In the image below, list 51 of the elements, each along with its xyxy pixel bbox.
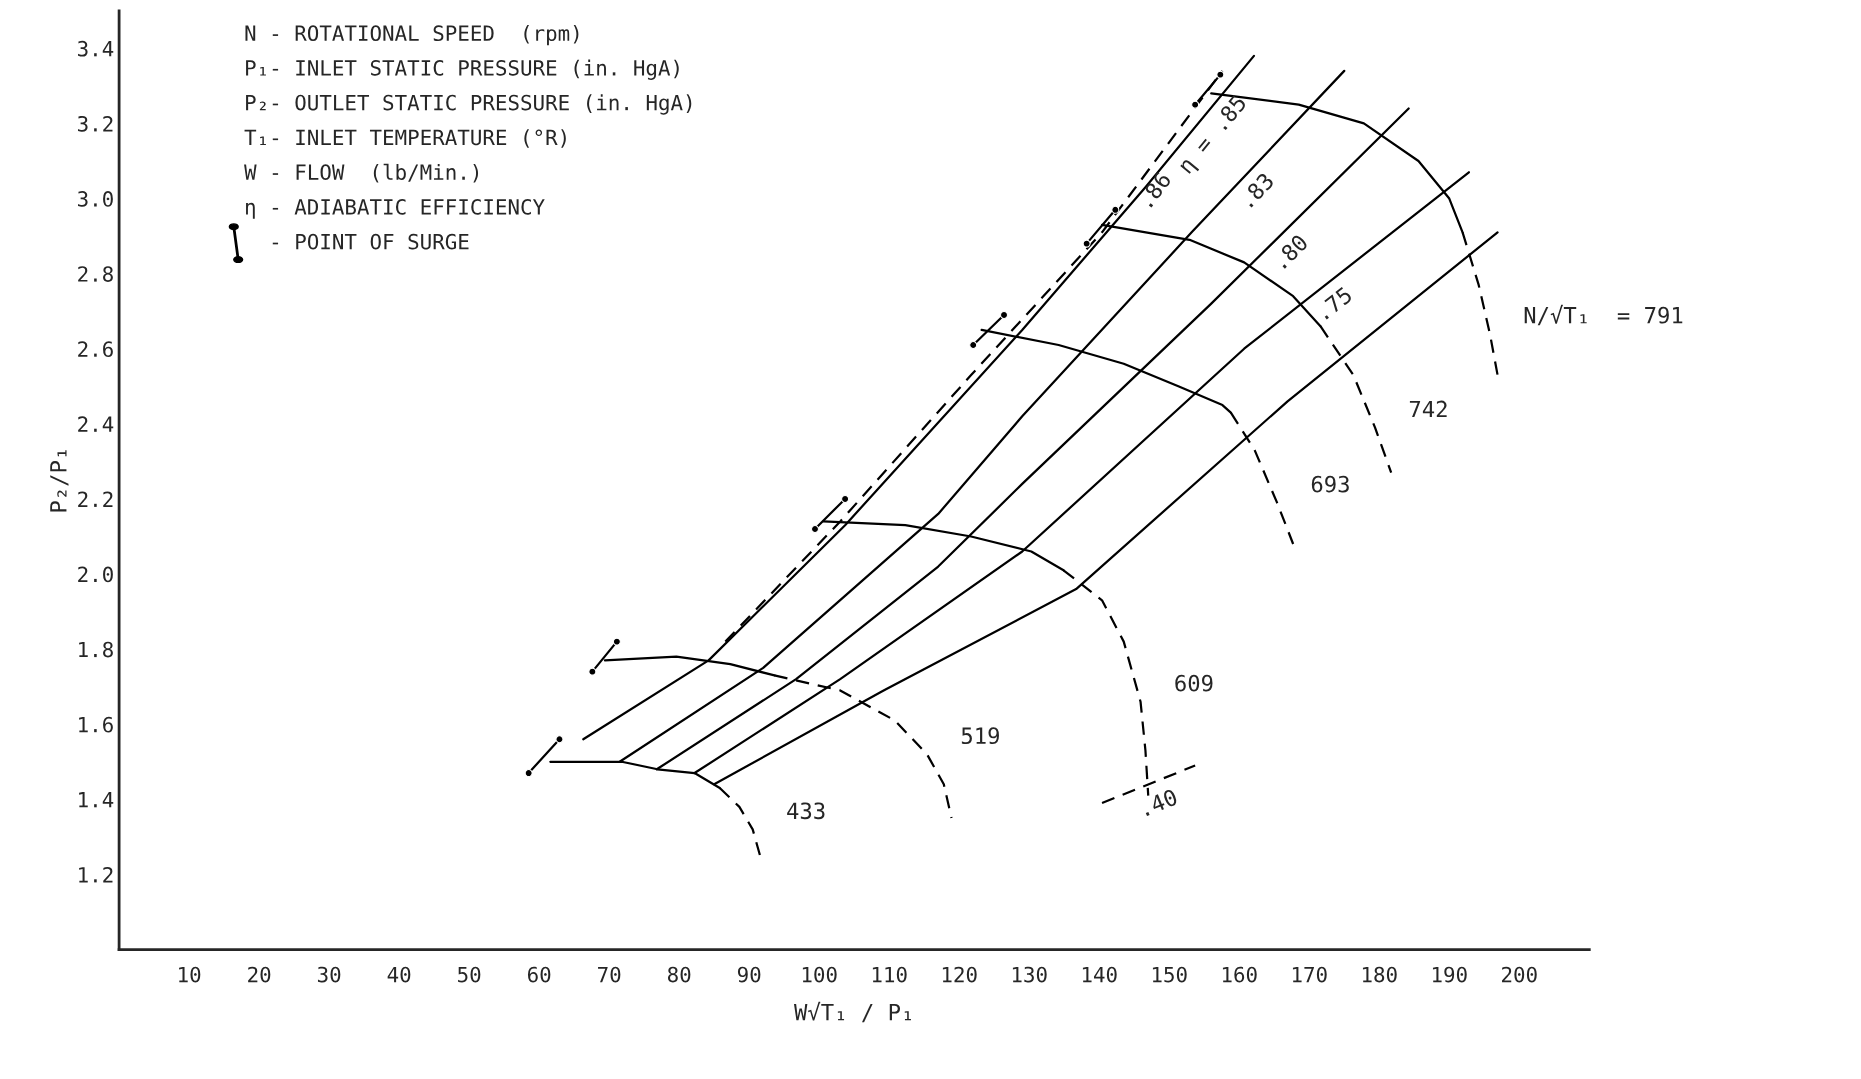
text: .75 [1316, 286, 1353, 320]
x-tick-label: 170 [1292, 966, 1327, 983]
y-axis-title: P₂/P₁ [50, 450, 69, 512]
x-tick-label: 50 [458, 966, 481, 983]
annotation: P₁- INLET STATIC PRESSURE (in. HgA) [246, 59, 679, 80]
y-tick-label: 3.2 [78, 115, 113, 132]
series-label: 693 [1311, 475, 1349, 493]
series-label: 433 [787, 802, 825, 820]
annotation: W - FLOW (lb/Min.) [244, 163, 479, 183]
text: .86 [1138, 170, 1172, 208]
series-label: N/√T₁ = 791 [1524, 304, 1683, 326]
annotation: η - ADIABATIC EFFICIENCY [246, 199, 545, 219]
x-tick-label: 90 [737, 966, 761, 983]
x-tick-label: 60 [527, 966, 551, 983]
x-tick-label: 200 [1502, 966, 1537, 983]
x-tick-label: 10 [179, 966, 201, 983]
x-tick-label: 110 [872, 966, 907, 983]
annotation: N - ROTATIONAL SPEED (rpm) [245, 25, 579, 46]
y-tick-label: 1.6 [79, 716, 113, 733]
annotation: - POINT OF SURGE [272, 233, 469, 250]
x-axis-title: W√T₁ / P₁ [794, 1001, 911, 1023]
x-tick-label: 130 [1012, 966, 1047, 983]
series-label: 519 [961, 727, 999, 745]
y-tick-label: 1.2 [79, 866, 113, 883]
x-tick-label: 80 [667, 966, 691, 983]
x-tick-label: 100 [802, 966, 837, 983]
y-tick-label: 3.0 [78, 191, 113, 207]
text: .40 [1140, 788, 1179, 817]
x-tick-label: 160 [1222, 966, 1257, 983]
y-tick-label: 2.8 [78, 266, 113, 282]
x-tick-label: 40 [387, 966, 411, 983]
y-tick-label: 3.4 [78, 40, 114, 57]
annotation: P₂- OUTLET STATIC PRESSURE (in. HgA) [246, 94, 692, 115]
annotation: T₁- INLET TEMPERATURE (°R) [244, 129, 566, 148]
x-tick-label: 140 [1082, 966, 1117, 983]
y-tick-label: 2.6 [78, 341, 113, 357]
y-tick-label: 2.2 [78, 491, 113, 507]
x-tick-label: 180 [1362, 966, 1397, 983]
x-tick-label: 20 [248, 966, 271, 983]
series-label: 742 [1409, 400, 1447, 418]
y-tick-label: 1.4 [79, 792, 114, 808]
x-tick-label: 150 [1152, 966, 1187, 983]
x-tick-label: 120 [942, 966, 977, 983]
y-tick-label: 2.4 [78, 416, 114, 432]
text: .80 [1273, 233, 1309, 269]
y-tick-label: 1.8 [79, 641, 113, 658]
x-tick-label: 70 [598, 966, 621, 983]
x-tick-label: 190 [1432, 966, 1467, 983]
x-tick-label: 30 [317, 966, 341, 983]
y-tick-label: 2.0 [78, 566, 113, 583]
series-label: 609 [1175, 674, 1213, 692]
